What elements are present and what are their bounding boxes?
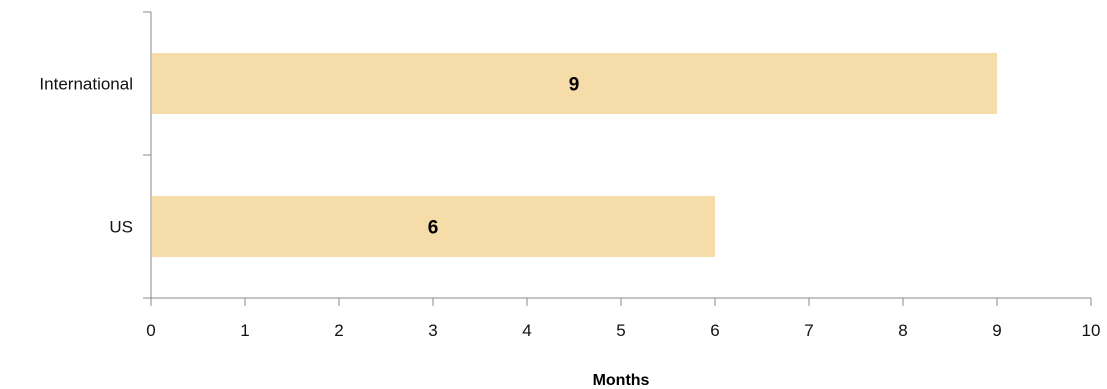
x-tick-label: 5 (616, 321, 625, 340)
x-tick-label: 1 (240, 321, 249, 340)
bar-international (152, 53, 997, 114)
x-tick-label: 4 (522, 321, 531, 340)
category-label: International (39, 75, 133, 94)
bar-us (152, 196, 715, 257)
x-tick-label: 0 (146, 321, 155, 340)
category-label: US (109, 218, 133, 237)
x-tick-label: 7 (804, 321, 813, 340)
x-tick-label: 6 (710, 321, 719, 340)
data-label: 6 (428, 218, 439, 239)
labels-layer: International 9 US 6 0 1 2 3 4 5 6 7 8 9 10 (39, 75, 1100, 341)
bars-layer (152, 53, 997, 257)
axes (143, 11, 1092, 306)
x-tick-label: 9 (992, 321, 1001, 340)
x-tick-label: 2 (334, 321, 343, 340)
x-axis-title: Months (593, 372, 650, 389)
x-tick-label: 8 (898, 321, 907, 340)
x-tick-label: 3 (428, 321, 437, 340)
x-tick-label: 10 (1082, 321, 1101, 340)
data-label: 9 (569, 75, 580, 96)
